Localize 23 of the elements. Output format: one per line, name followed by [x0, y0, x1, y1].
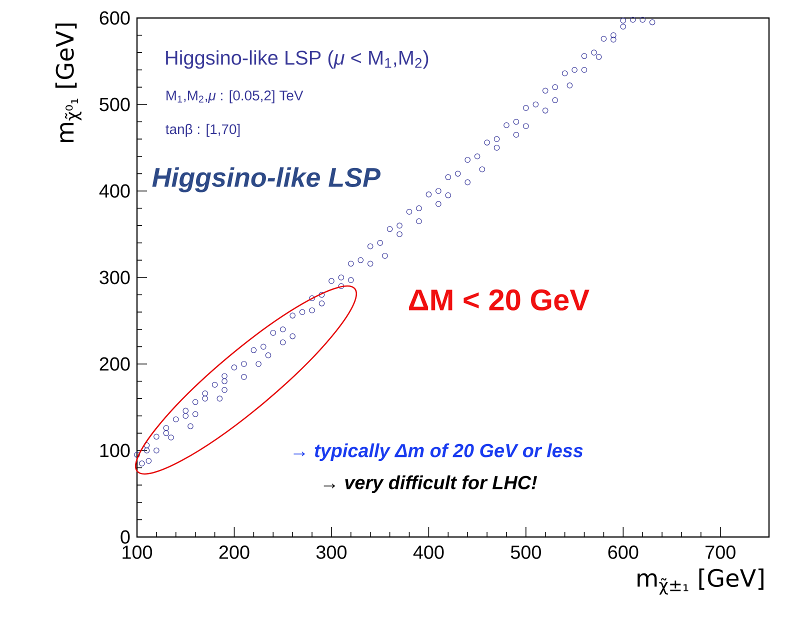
y-tick-label: 100: [100, 444, 130, 458]
x-axis-title: m$_{χ̃±₁}$ [GeV]: [638, 568, 764, 595]
y-tick-label: 300: [100, 270, 130, 284]
annotation: ΔM < 20 GeV: [409, 289, 590, 311]
x-tick-label: 500: [510, 546, 541, 559]
annotation: M$_{1}$,M$_{2}$,μ : [0.05,2] TeV: [166, 90, 304, 104]
x-tick-label: 700: [706, 546, 736, 559]
x-tick-label: 200: [219, 546, 250, 559]
y-tick-label: 200: [100, 357, 130, 371]
y-tick-label: 400: [99, 184, 130, 198]
x-tick-label: 100: [122, 546, 152, 559]
y-tick-label: 600: [100, 11, 130, 25]
annotation: → very difficult for LHC!: [324, 475, 538, 494]
annotation: Higgsino-like LSP: [152, 167, 380, 192]
x-tick-label: 300: [316, 546, 347, 559]
y-tick-label: 500: [100, 98, 130, 112]
annotation: → typically Δm of 20 GeV or less: [294, 443, 583, 462]
y-axis-title: m$_{χ̃⁰₁}$ [GeV]: [55, 24, 82, 142]
x-tick-label: 600: [608, 546, 638, 559]
y-tick-label: 0: [120, 530, 130, 544]
x-tick-label: 400: [413, 546, 444, 559]
annotation: tanβ : [1,70]: [166, 124, 240, 137]
annotation: Higgsino-like LSP (μ < M$_{1}$,M$_{2}$): [166, 50, 428, 69]
